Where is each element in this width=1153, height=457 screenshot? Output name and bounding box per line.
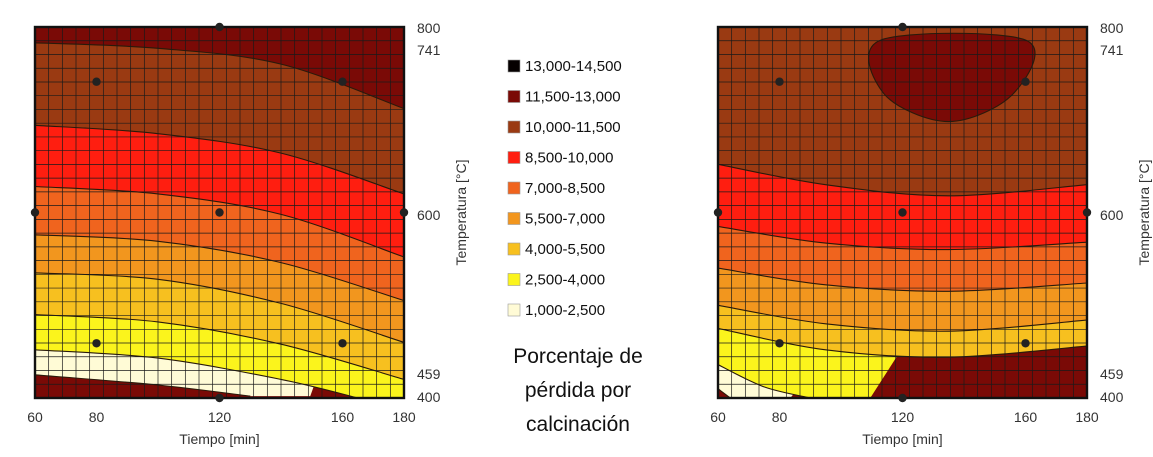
legend-swatch <box>507 120 521 134</box>
contour-line-10000 <box>35 313 404 380</box>
design-point <box>898 393 907 403</box>
y-tick-label: 741 <box>1100 42 1124 58</box>
design-point <box>775 77 784 86</box>
legend-label: 5,500-7,000 <box>525 211 605 228</box>
legend-swatch <box>507 212 521 225</box>
design-point <box>92 77 101 86</box>
x-tick-label: 180 <box>1075 409 1099 425</box>
y-tick-label: 741 <box>417 42 441 58</box>
y-tick-label: 459 <box>1100 366 1124 382</box>
y-axis-label: Temperatura [°C] <box>1136 160 1152 266</box>
design-point <box>1082 208 1092 217</box>
x-axis-label: Tiempo [min] <box>179 431 259 447</box>
contour-lines <box>718 32 1087 398</box>
legend-label: 10,000-11,500 <box>525 119 621 136</box>
contour-bands <box>35 27 404 398</box>
legend-label: 13,000-14,500 <box>525 58 622 75</box>
x-tick-label: 120 <box>891 409 915 425</box>
x-tick-label: 60 <box>710 409 726 425</box>
legend-label: 7,000-8,500 <box>525 180 605 197</box>
design-point <box>1021 77 1030 86</box>
x-tick-label: 120 <box>208 409 232 425</box>
y-axis-label: Temperatura [°C] <box>453 160 469 266</box>
band-fill-2500 <box>35 27 404 109</box>
y-tick-label: 600 <box>1100 207 1124 223</box>
contour-line-7000 <box>35 234 404 302</box>
y-tick-label: 459 <box>417 366 441 382</box>
x-tick-label: 160 <box>1014 409 1038 425</box>
legend-swatch <box>507 151 521 164</box>
contour-line-2500 <box>35 42 404 110</box>
design-point <box>30 208 40 217</box>
design-point <box>215 393 224 403</box>
design-point <box>713 208 723 217</box>
y-tick-label: 400 <box>1100 389 1124 405</box>
design-point <box>338 339 347 348</box>
x-tick-label: 160 <box>331 409 355 425</box>
design-point <box>338 77 347 86</box>
legend-title: calcinación <box>526 413 630 436</box>
y-tick-label: 800 <box>417 20 441 36</box>
y-tick-label: 400 <box>417 389 441 405</box>
legend-swatch <box>507 273 521 286</box>
y-tick-label: 600 <box>417 207 441 223</box>
contour-line-10000 <box>718 327 1087 358</box>
x-tick-label: 80 <box>772 409 788 425</box>
legend-label: 2,500-4,000 <box>525 272 605 289</box>
x-axis-label: Tiempo [min] <box>862 431 942 447</box>
design-point <box>92 339 101 348</box>
contour-line-5500 <box>718 225 1087 251</box>
design-point <box>898 208 907 217</box>
contour-line-2500 <box>868 32 1036 123</box>
legend-swatch <box>507 242 521 256</box>
contour-line-5500 <box>35 185 404 258</box>
design-point <box>215 208 224 217</box>
contour-line-8500 <box>718 304 1087 332</box>
legend-label: 11,500-13,000 <box>525 89 621 106</box>
design-point <box>215 22 224 32</box>
x-tick-label: 80 <box>89 409 105 425</box>
grid <box>718 27 1087 398</box>
legend-swatch <box>507 303 521 317</box>
legend-swatch <box>507 90 521 103</box>
design-point <box>399 208 409 217</box>
contour-line-4000 <box>718 163 1087 197</box>
legend-label: 1,000-2,500 <box>525 302 605 319</box>
legend-swatch <box>507 181 521 195</box>
band-fill-2500 <box>868 33 1035 122</box>
contour-line-4000 <box>35 124 404 195</box>
x-tick-label: 180 <box>392 409 416 425</box>
legend-label: 8,500-10,000 <box>525 150 613 167</box>
contour-line-7000 <box>718 267 1087 292</box>
y-tick-label: 800 <box>1100 20 1124 36</box>
design-point <box>898 22 907 32</box>
legend-title: Porcentaje de <box>513 345 643 368</box>
contour-line-11500 <box>35 349 359 398</box>
legend-swatch <box>507 59 521 73</box>
legend: 13,000-14,500 11,500-13,000 10,000-11,500 8… <box>507 58 643 436</box>
design-point <box>775 339 784 348</box>
legend-label: 4,000-5,500 <box>525 241 605 258</box>
grid <box>35 27 404 398</box>
x-tick-label: 60 <box>27 409 43 425</box>
legend-title: pérdida por <box>525 379 631 402</box>
design-point <box>1021 339 1030 348</box>
